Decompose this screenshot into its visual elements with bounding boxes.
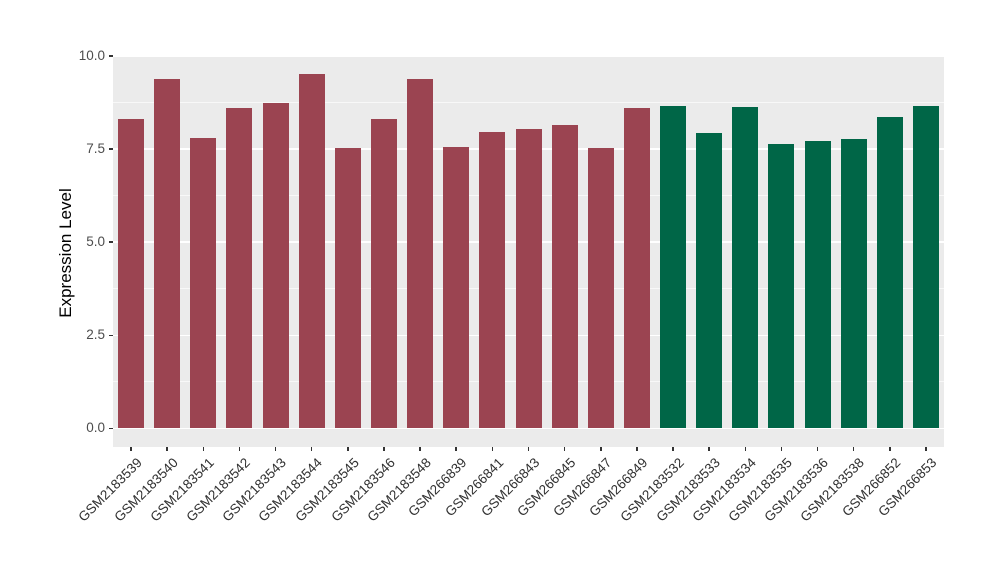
y-tick-mark <box>108 148 113 150</box>
x-tick-mark <box>780 447 783 451</box>
x-tick-mark <box>600 447 602 451</box>
y-tick-label: 0.0 <box>86 420 105 436</box>
x-tick-mark <box>455 447 457 451</box>
y-tick-mark <box>108 427 113 430</box>
x-tick-mark <box>636 447 638 451</box>
y-tick-label: 7.5 <box>86 141 105 157</box>
x-tick-mark <box>672 447 674 451</box>
bar <box>623 108 650 429</box>
grid-major-line <box>113 427 944 430</box>
bar <box>696 133 723 429</box>
x-tick-mark <box>816 447 819 451</box>
x-tick-mark <box>744 447 747 451</box>
bar <box>515 129 542 429</box>
x-tick-mark <box>925 447 927 451</box>
bar <box>226 108 253 429</box>
x-tick-mark <box>347 447 349 451</box>
x-tick-mark <box>889 447 891 451</box>
bar <box>876 117 903 429</box>
x-tick-mark <box>563 447 566 451</box>
x-tick-mark <box>202 447 205 451</box>
y-tick-label: 10.0 <box>78 48 105 63</box>
bar <box>587 148 614 429</box>
grid-minor-line <box>113 102 944 104</box>
bar <box>190 137 217 429</box>
bar <box>551 124 578 429</box>
y-tick-mark <box>108 334 113 337</box>
x-tick-mark <box>310 447 313 451</box>
bar <box>768 143 795 429</box>
y-tick-label: 5.0 <box>86 234 105 250</box>
bar <box>804 141 831 429</box>
y-tick-label: 2.5 <box>86 327 105 343</box>
bar <box>298 73 325 429</box>
bar <box>370 119 397 429</box>
bar <box>660 106 687 429</box>
bar <box>407 79 434 429</box>
x-tick-mark <box>274 447 277 451</box>
bar <box>154 79 181 429</box>
plot-panel <box>113 56 944 447</box>
bar <box>334 148 361 429</box>
x-tick-mark <box>852 447 855 451</box>
x-tick-mark <box>238 447 241 451</box>
bar <box>262 103 289 429</box>
x-tick-mark <box>708 447 710 451</box>
y-tick-mark <box>108 55 113 57</box>
grid-major-line <box>113 56 944 57</box>
y-tick-mark <box>108 241 113 243</box>
bar <box>479 132 506 429</box>
x-tick-mark <box>419 447 421 451</box>
bar <box>840 138 867 429</box>
x-tick-mark <box>491 447 494 451</box>
x-tick-mark <box>383 447 385 451</box>
bar <box>912 106 939 429</box>
x-tick-mark <box>130 447 132 451</box>
x-tick-mark <box>527 447 530 451</box>
bar <box>732 107 759 429</box>
bar <box>443 146 470 429</box>
x-tick-mark <box>166 447 168 451</box>
bar <box>118 119 145 429</box>
